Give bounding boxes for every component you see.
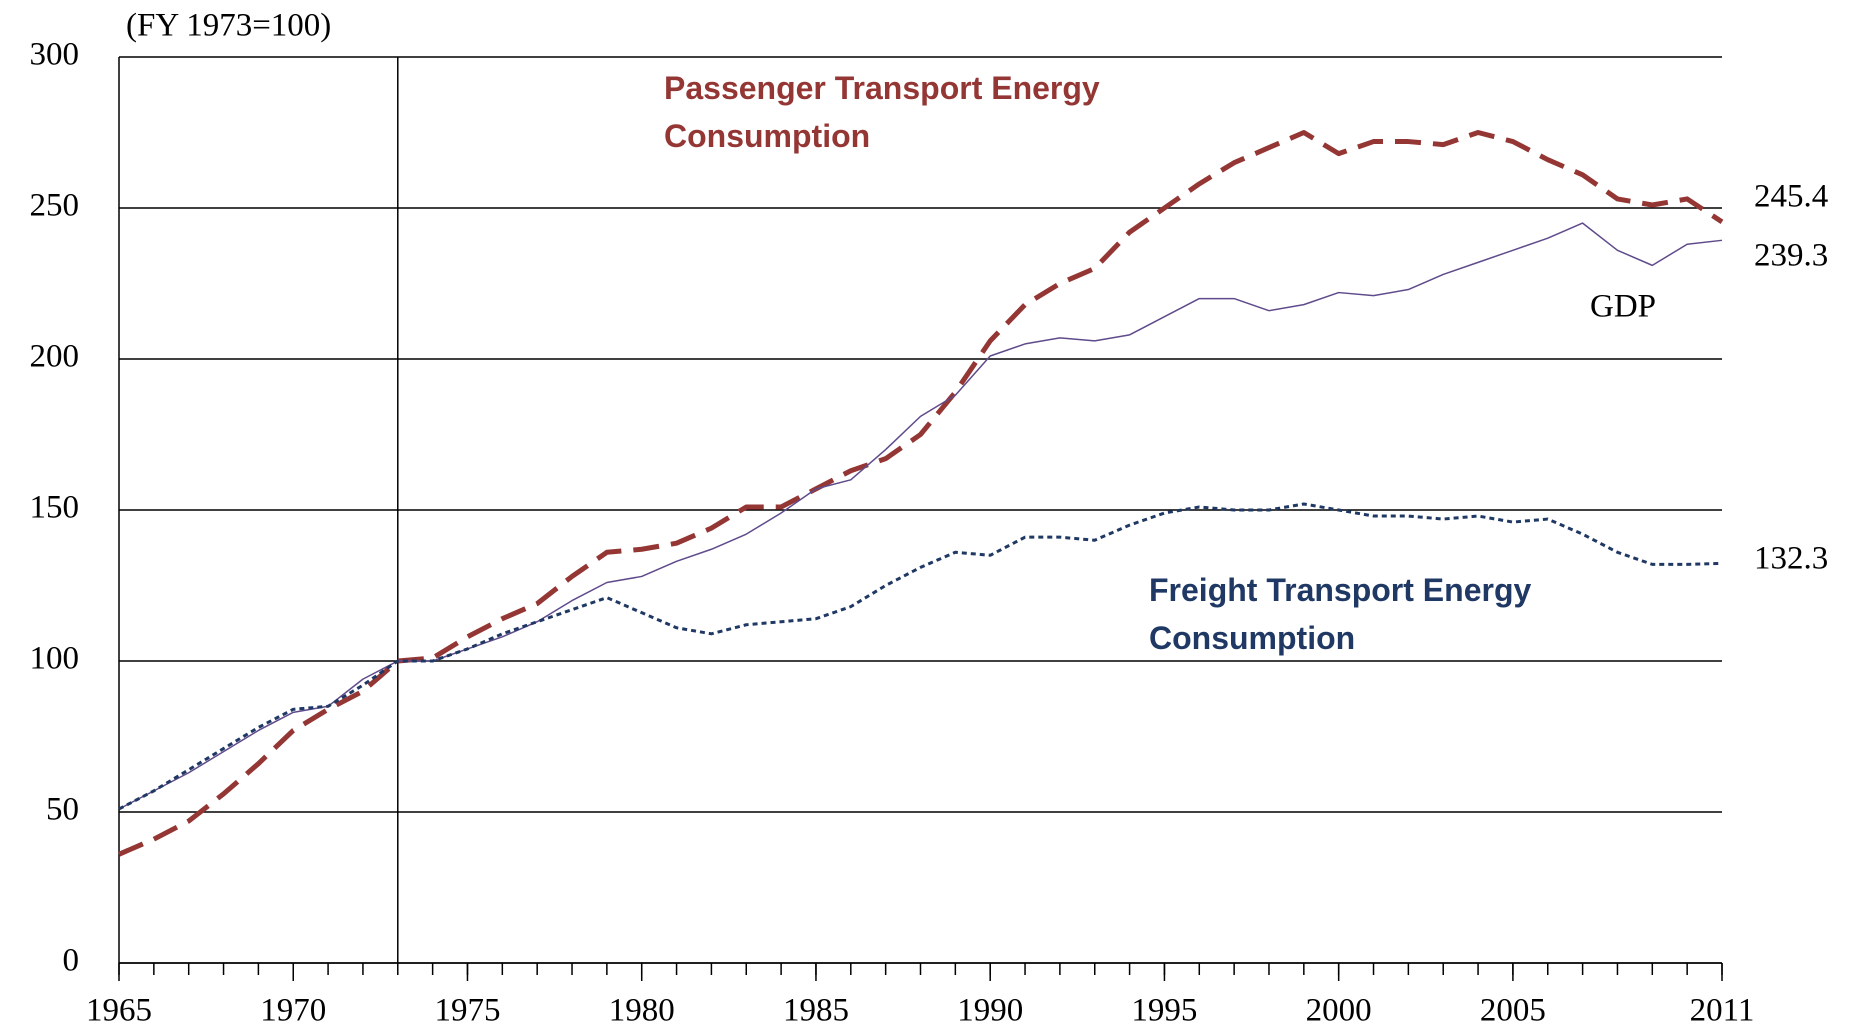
x-tick-label: 1990: [957, 993, 1023, 1029]
x-tick-label: 1970: [260, 993, 326, 1029]
x-tick-label: 1995: [1131, 993, 1197, 1029]
series-line: [118, 130, 1724, 857]
series-line: [118, 502, 1723, 811]
series-label: GDP: [1590, 289, 1656, 325]
y-tick-label: 300: [30, 37, 80, 73]
series-label: Freight Transport Energy Consumption: [1149, 572, 1532, 656]
x-tick-label: 1985: [783, 993, 849, 1029]
y-tick-label: 150: [30, 490, 80, 526]
series-label: Passenger Transport Energy Consumption: [664, 70, 1100, 154]
end-value-label: 239.3: [1754, 238, 1828, 274]
x-tick-label: 2005: [1480, 993, 1546, 1029]
y-tick-label: 200: [30, 339, 80, 375]
y-axis-label: (FY 1973=100): [126, 8, 331, 44]
series-line: [118, 222, 1723, 810]
y-tick-label: 50: [46, 792, 79, 828]
x-tick-label: 2011: [1690, 993, 1755, 1029]
y-tick-label: 0: [63, 943, 80, 979]
y-tick-label: 250: [30, 188, 80, 224]
x-tick-label: 2000: [1306, 993, 1372, 1029]
y-tick-label: 100: [30, 641, 80, 677]
x-tick-label: 1965: [86, 993, 152, 1029]
end-value-label: 245.4: [1754, 179, 1828, 215]
x-tick-label: 1980: [609, 993, 675, 1029]
end-value-label: 132.3: [1754, 541, 1828, 577]
x-tick-label: 1975: [434, 993, 500, 1029]
